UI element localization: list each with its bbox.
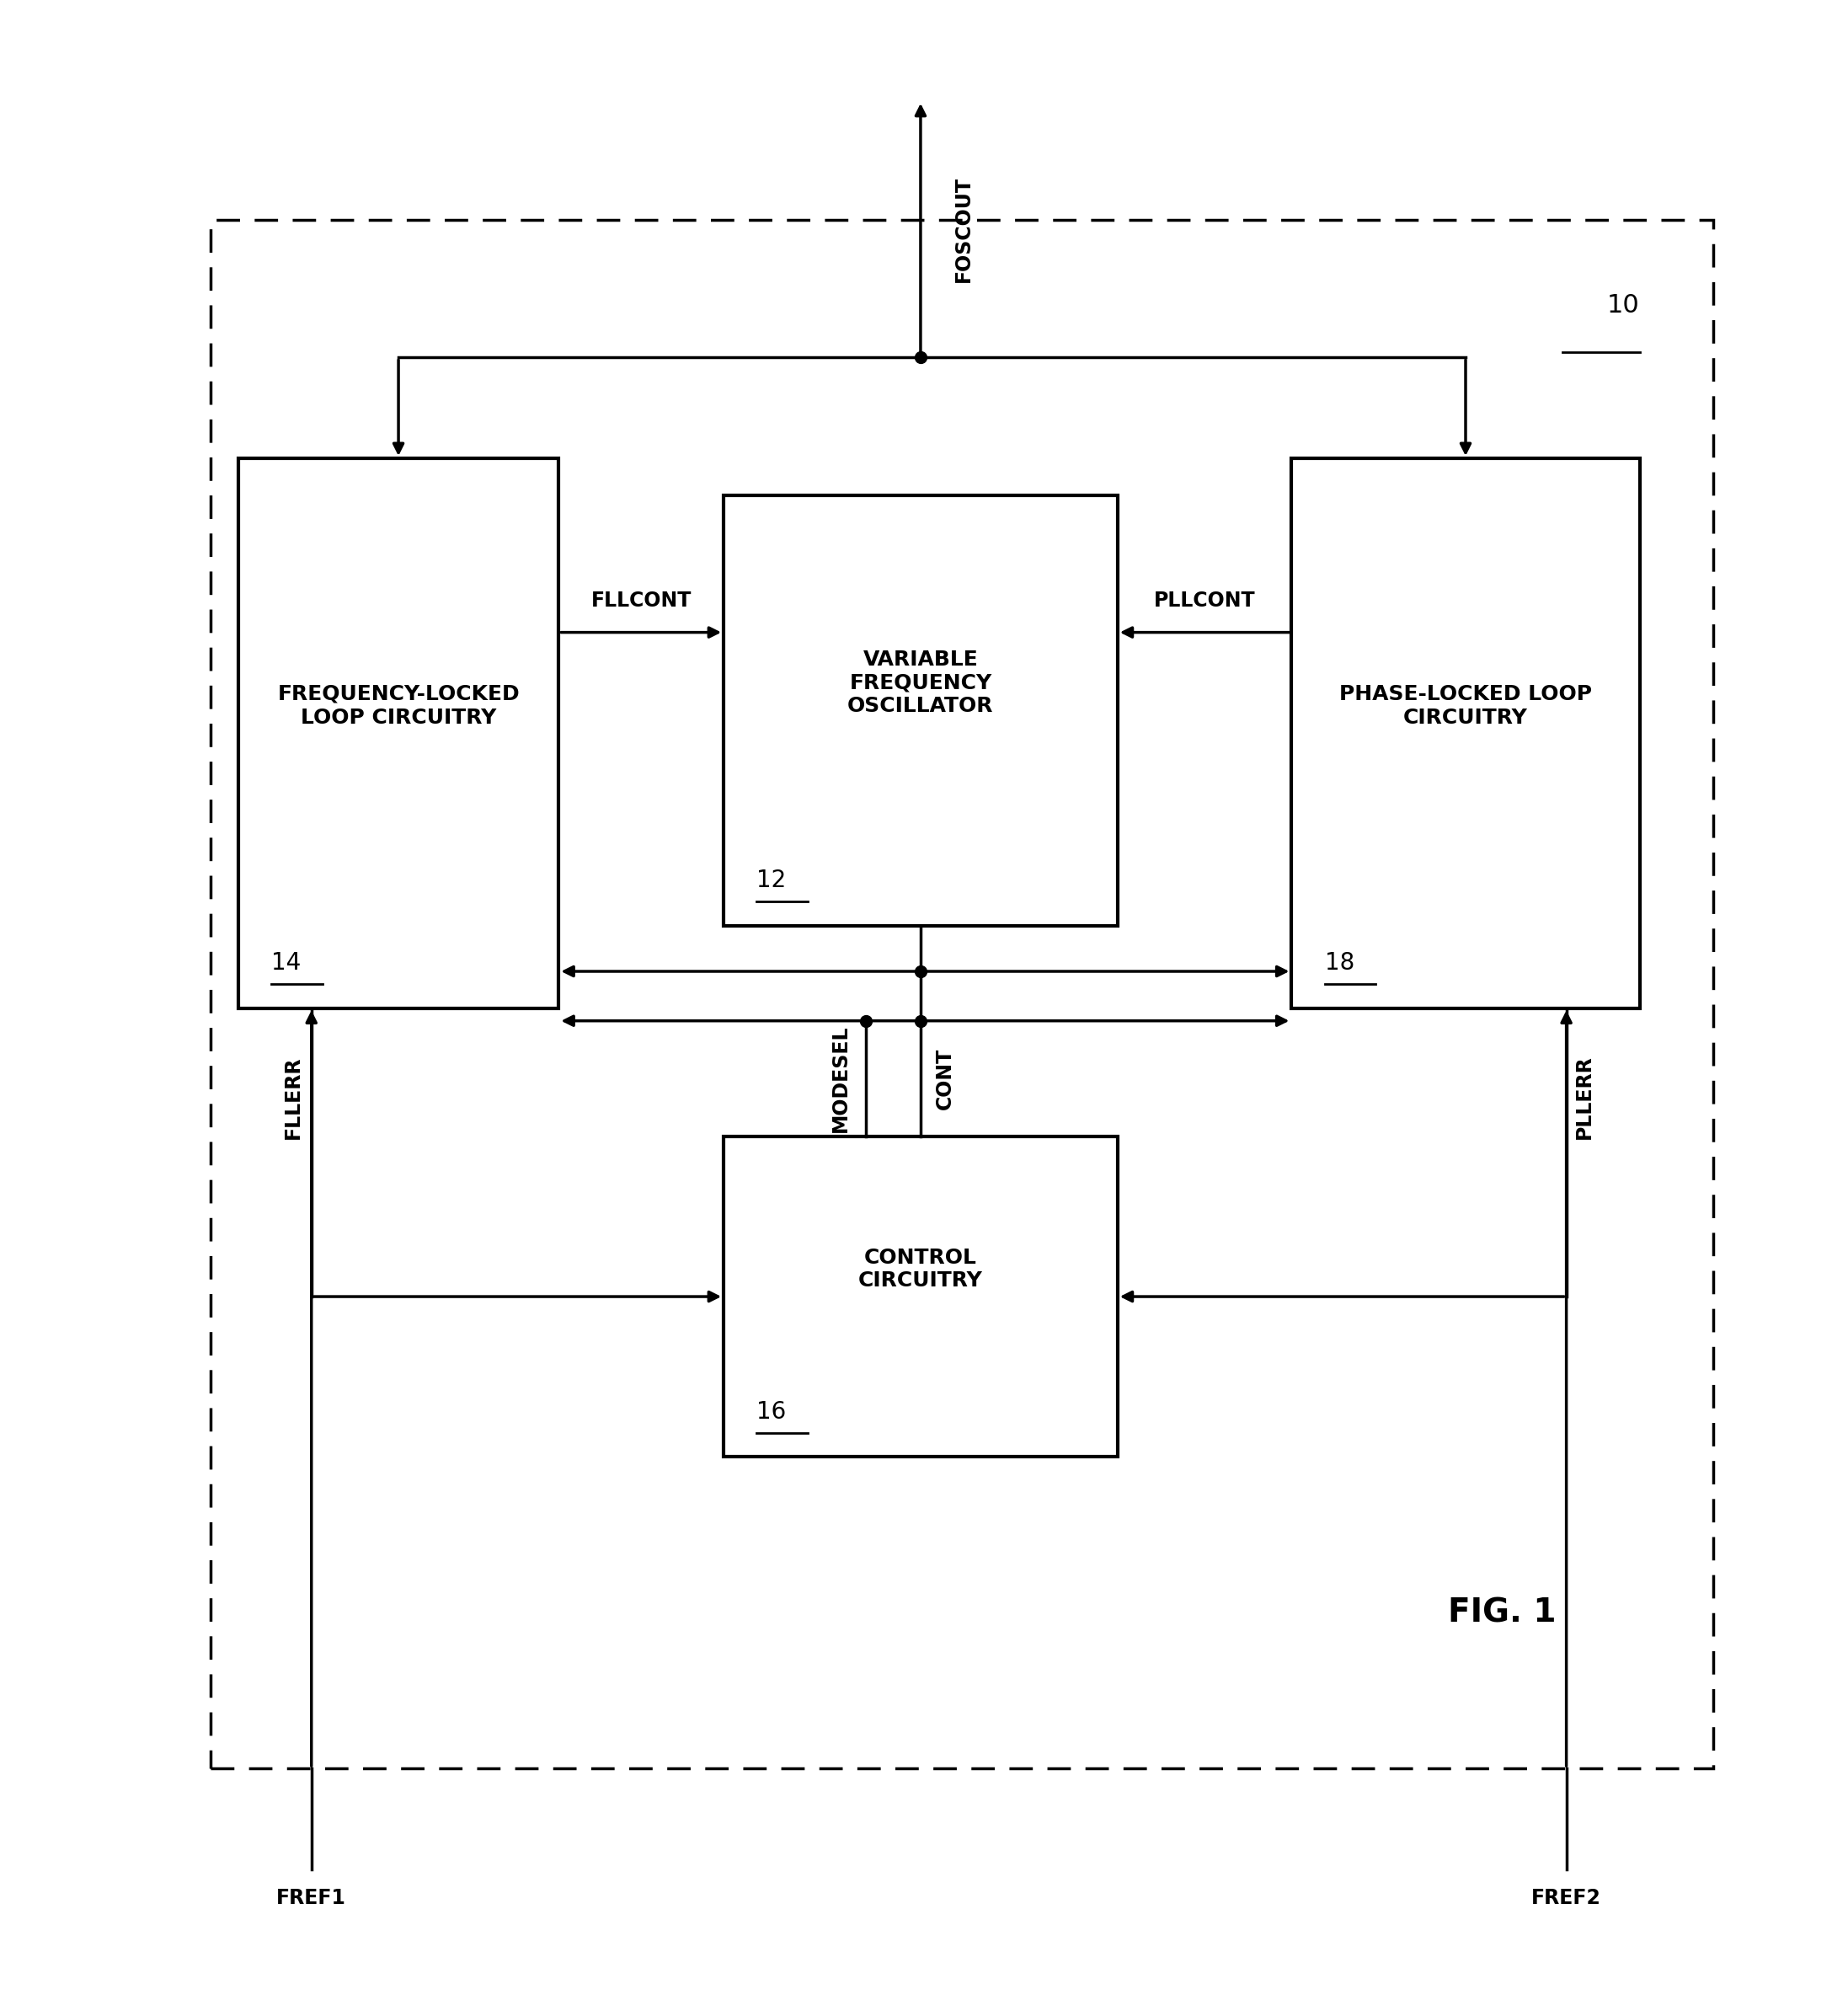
Text: FLLCONT: FLLCONT — [592, 591, 691, 611]
Point — [907, 956, 936, 988]
Text: 12: 12 — [757, 869, 786, 893]
Point — [907, 1004, 936, 1036]
Bar — [724, 496, 1118, 925]
Text: CONTROL
CIRCUITRY: CONTROL CIRCUITRY — [859, 1248, 982, 1290]
Bar — [211, 220, 1713, 1768]
Text: 14: 14 — [271, 952, 300, 976]
Text: 10: 10 — [1607, 294, 1640, 319]
Bar — [724, 1137, 1118, 1458]
Text: PLLERR: PLLERR — [1574, 1054, 1596, 1139]
Text: FREF2: FREF2 — [1532, 1887, 1601, 1907]
Text: FIG. 1: FIG. 1 — [1447, 1597, 1557, 1629]
Text: FREQUENCY-LOCKED
LOOP CIRCUITRY: FREQUENCY-LOCKED LOOP CIRCUITRY — [277, 683, 520, 728]
Text: FREF1: FREF1 — [277, 1887, 346, 1907]
Text: 18: 18 — [1325, 952, 1354, 976]
Text: FLLERR: FLLERR — [282, 1056, 304, 1139]
Text: FOSCOUT: FOSCOUT — [954, 175, 975, 282]
Bar — [238, 458, 559, 1008]
Text: CONT: CONT — [936, 1048, 956, 1109]
Point — [907, 341, 936, 373]
Text: PHASE-LOCKED LOOP
CIRCUITRY: PHASE-LOCKED LOOP CIRCUITRY — [1339, 683, 1592, 728]
Text: VARIABLE
FREQUENCY
OSCILLATOR: VARIABLE FREQUENCY OSCILLATOR — [848, 649, 993, 716]
Bar — [1292, 458, 1640, 1008]
Text: PLLCONT: PLLCONT — [1154, 591, 1255, 611]
Text: MODESEL: MODESEL — [830, 1024, 850, 1133]
Text: 16: 16 — [757, 1401, 786, 1423]
Point — [850, 1004, 879, 1036]
